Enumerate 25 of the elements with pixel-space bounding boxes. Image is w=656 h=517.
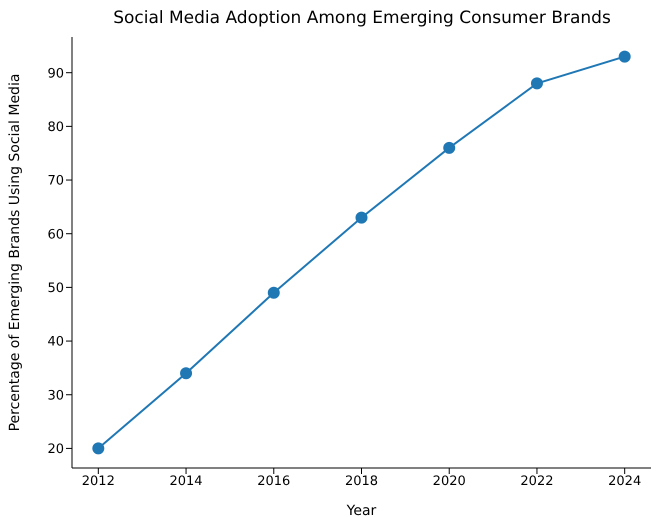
point bbox=[356, 212, 368, 224]
x-tick-label: 2014 bbox=[170, 474, 203, 490]
point bbox=[618, 50, 631, 63]
x-tick-label: 2024 bbox=[608, 474, 642, 490]
x-tick-label: 2016 bbox=[257, 474, 290, 490]
y-tick-label: 90 bbox=[47, 66, 64, 82]
y-tick-label: 60 bbox=[47, 227, 64, 242]
chart-title: Social Media Adoption Among Emerging Consumer Brands bbox=[112, 8, 612, 28]
point bbox=[530, 77, 543, 90]
x-tick-label: 2012 bbox=[82, 474, 115, 490]
x-tick-label: 2018 bbox=[344, 474, 378, 490]
y-tick-label: 20 bbox=[47, 442, 64, 458]
x-axis-title: Year bbox=[346, 503, 377, 517]
x-tick-label: 2020 bbox=[432, 474, 466, 490]
y-tick-label: 50 bbox=[47, 281, 64, 296]
y-tick-label: 80 bbox=[47, 120, 64, 135]
y-tick-label: 40 bbox=[47, 334, 64, 350]
point bbox=[92, 442, 104, 454]
point bbox=[443, 142, 456, 154]
y-axis-title: Percentage of Emerging Brands Using Social Media bbox=[6, 74, 23, 432]
point bbox=[268, 286, 280, 299]
x-tick-label: 2022 bbox=[520, 474, 554, 490]
y-tick-label: 30 bbox=[47, 388, 64, 404]
y-tick-label: 70 bbox=[47, 174, 64, 189]
point bbox=[180, 367, 192, 380]
